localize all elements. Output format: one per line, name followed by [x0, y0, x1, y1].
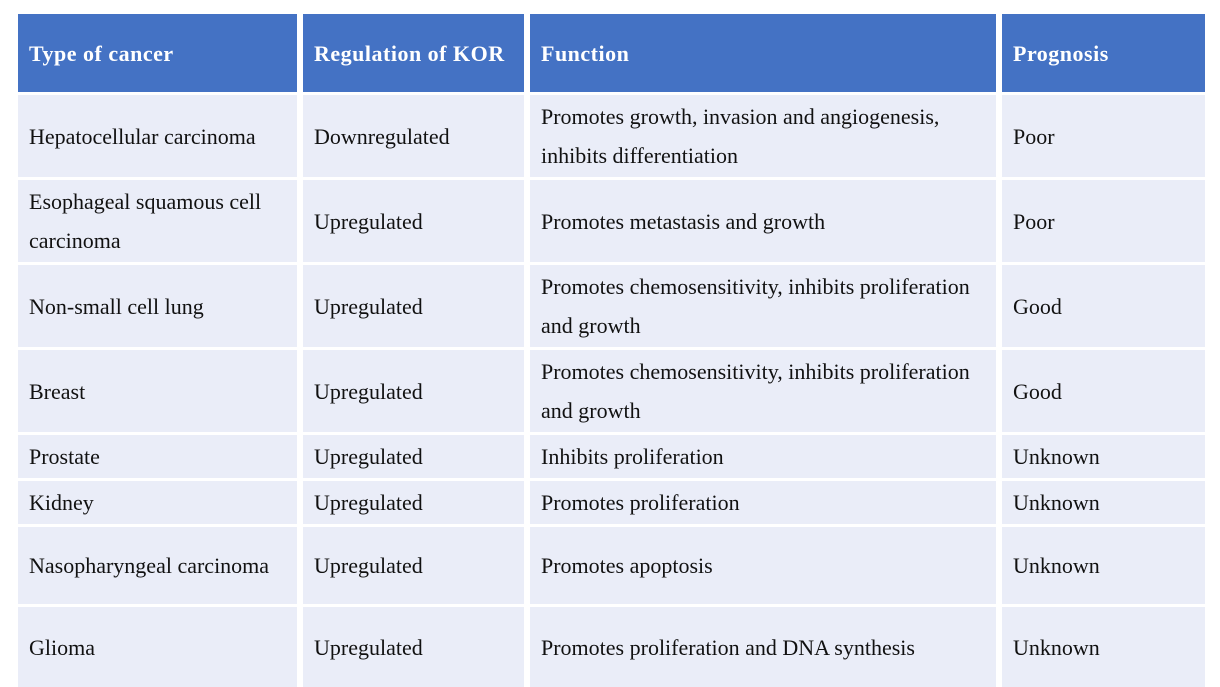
- table-row: Non-small cell lung Upregulated Promotes…: [18, 265, 1205, 350]
- header-type-of-cancer: Type of cancer: [18, 14, 303, 95]
- cell-function: Promotes proliferation: [530, 481, 1002, 527]
- cell-prognosis: Good: [1002, 265, 1205, 350]
- cell-prognosis: Poor: [1002, 180, 1205, 265]
- cell-regulation: Upregulated: [303, 180, 530, 265]
- header-prognosis: Prognosis: [1002, 14, 1205, 95]
- cell-cancer-type: Prostate: [18, 435, 303, 481]
- cell-regulation: Upregulated: [303, 607, 530, 687]
- cell-cancer-type: Non-small cell lung: [18, 265, 303, 350]
- cell-function: Promotes proliferation and DNA synthesis: [530, 607, 1002, 687]
- cell-function: Promotes chemosensitivity, inhibits prol…: [530, 350, 1002, 435]
- cell-cancer-type: Hepatocellular carcinoma: [18, 95, 303, 180]
- cell-prognosis: Poor: [1002, 95, 1205, 180]
- cell-regulation: Upregulated: [303, 527, 530, 607]
- header-regulation-of-kor: Regulation of KOR: [303, 14, 530, 95]
- kor-cancer-table: Type of cancer Regulation of KOR Functio…: [18, 14, 1205, 687]
- cell-prognosis: Unknown: [1002, 481, 1205, 527]
- table-header: Type of cancer Regulation of KOR Functio…: [18, 14, 1205, 95]
- cell-regulation: Upregulated: [303, 265, 530, 350]
- cell-cancer-type: Esophageal squamous cell carcinoma: [18, 180, 303, 265]
- table-row: Hepatocellular carcinoma Downregulated P…: [18, 95, 1205, 180]
- table-row: Glioma Upregulated Promotes proliferatio…: [18, 607, 1205, 687]
- cell-prognosis: Unknown: [1002, 527, 1205, 607]
- cell-function: Promotes metastasis and growth: [530, 180, 1002, 265]
- cell-prognosis: Unknown: [1002, 435, 1205, 481]
- header-row: Type of cancer Regulation of KOR Functio…: [18, 14, 1205, 95]
- cell-regulation: Upregulated: [303, 435, 530, 481]
- table-row: Esophageal squamous cell carcinoma Upreg…: [18, 180, 1205, 265]
- cell-regulation: Upregulated: [303, 350, 530, 435]
- cell-cancer-type: Breast: [18, 350, 303, 435]
- cell-prognosis: Good: [1002, 350, 1205, 435]
- cell-cancer-type: Nasopharyngeal carcinoma: [18, 527, 303, 607]
- table-row: Prostate Upregulated Inhibits proliferat…: [18, 435, 1205, 481]
- cell-prognosis: Unknown: [1002, 607, 1205, 687]
- table-body: Hepatocellular carcinoma Downregulated P…: [18, 95, 1205, 687]
- cell-cancer-type: Glioma: [18, 607, 303, 687]
- header-function: Function: [530, 14, 1002, 95]
- table-row: Nasopharyngeal carcinoma Upregulated Pro…: [18, 527, 1205, 607]
- table-row: Breast Upregulated Promotes chemosensiti…: [18, 350, 1205, 435]
- cell-function: Promotes growth, invasion and angiogenes…: [530, 95, 1002, 180]
- cell-cancer-type: Kidney: [18, 481, 303, 527]
- table-row: Kidney Upregulated Promotes proliferatio…: [18, 481, 1205, 527]
- cell-regulation: Downregulated: [303, 95, 530, 180]
- cell-function: Promotes apoptosis: [530, 527, 1002, 607]
- cell-function: Promotes chemosensitivity, inhibits prol…: [530, 265, 1002, 350]
- cell-function: Inhibits proliferation: [530, 435, 1002, 481]
- cell-regulation: Upregulated: [303, 481, 530, 527]
